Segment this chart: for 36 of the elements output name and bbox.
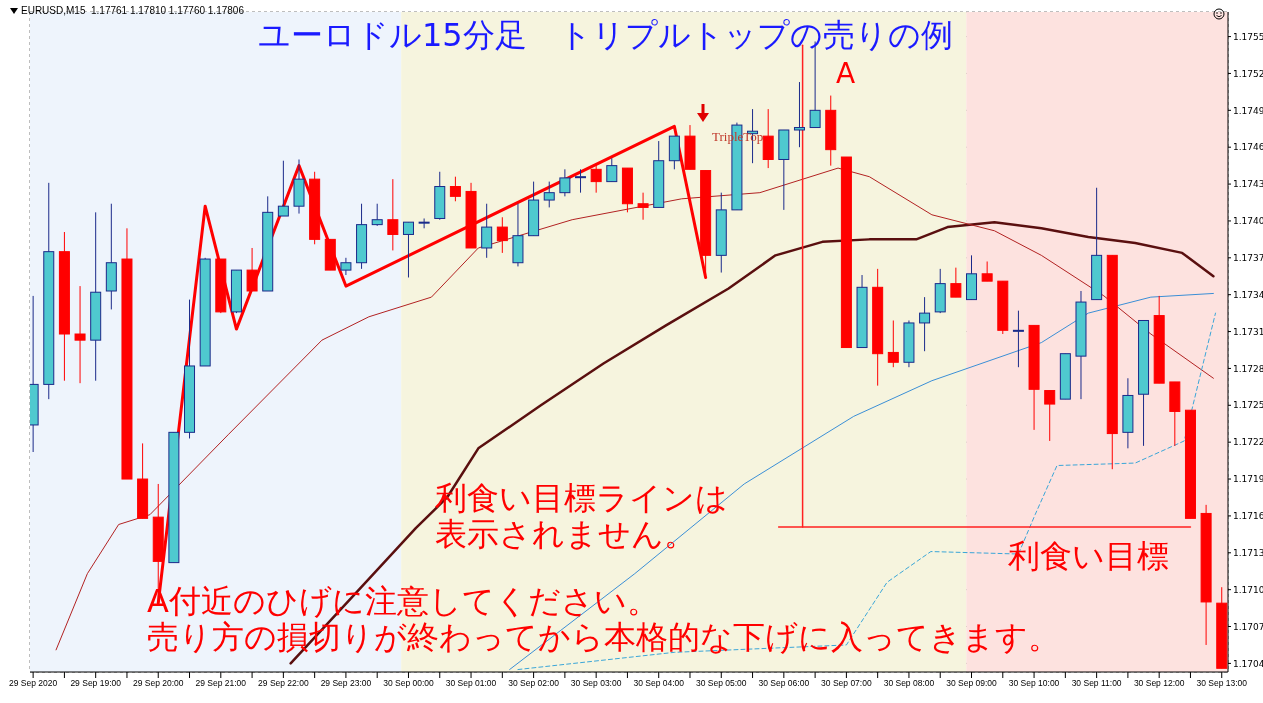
y-tick-label: 1.1743 xyxy=(1233,179,1263,190)
annotation: A xyxy=(836,57,856,90)
y-tick-label: 1.1737 xyxy=(1233,253,1263,264)
x-tick-label: 29 Sep 23:00 xyxy=(320,678,372,689)
chart-subtitle: EURUSD,M15 1.17761 1.17810 1.17760 1.17806 xyxy=(21,4,244,18)
y-tick-label: 1.1719 xyxy=(1233,474,1263,485)
x-tick-label: 30 Sep 04:00 xyxy=(633,678,685,689)
x-tick-label: 29 Sep 22:00 xyxy=(258,678,309,689)
x-tick-label: 30 Sep 01:00 xyxy=(445,678,497,689)
annotation: 利食い目標 xyxy=(1008,537,1169,575)
y-tick-label: 1.1752 xyxy=(1233,68,1263,79)
x-tick-label: 29 Sep 19:00 xyxy=(70,678,122,689)
x-tick-label: 29 Sep 20:00 xyxy=(132,678,184,689)
x-tick-label: 30 Sep 09:00 xyxy=(946,678,998,689)
x-tick-label: 30 Sep 08:00 xyxy=(883,678,935,689)
y-tick-label: 1.1725 xyxy=(1233,400,1263,411)
x-tick-label: 29 Sep 2020 xyxy=(9,678,58,689)
x-tick-label: 30 Sep 02:00 xyxy=(508,678,560,689)
x-tick-label: 29 Sep 21:00 xyxy=(195,678,247,689)
x-tick-label: 30 Sep 13:00 xyxy=(1196,678,1248,689)
x-tick-label: 30 Sep 00:00 xyxy=(383,678,435,689)
y-tick-label: 1.1755 xyxy=(1233,31,1263,42)
y-tick-label: 1.1749 xyxy=(1233,105,1263,116)
x-tick-label: 30 Sep 05:00 xyxy=(695,678,747,689)
y-tick-label: 1.1722 xyxy=(1233,437,1263,448)
x-tick-label: 30 Sep 11:00 xyxy=(1071,678,1122,689)
x-tick-label: 30 Sep 06:00 xyxy=(758,678,810,689)
chart-title: ユーロドル15分足 トリプルトップの売りの例 xyxy=(258,16,953,54)
y-tick-label: 1.1728 xyxy=(1233,363,1263,374)
x-tick-label: 30 Sep 07:00 xyxy=(821,678,872,689)
x-tick-label: 30 Sep 10:00 xyxy=(1008,678,1060,689)
x-tick-label: 30 Sep 03:00 xyxy=(570,678,622,689)
y-tick-label: 1.1713 xyxy=(1233,547,1263,558)
y-tick-label: 1.1731 xyxy=(1233,326,1263,337)
x-tick-label: 30 Sep 12:00 xyxy=(1133,678,1185,689)
y-tick-label: 1.1707 xyxy=(1233,621,1263,632)
